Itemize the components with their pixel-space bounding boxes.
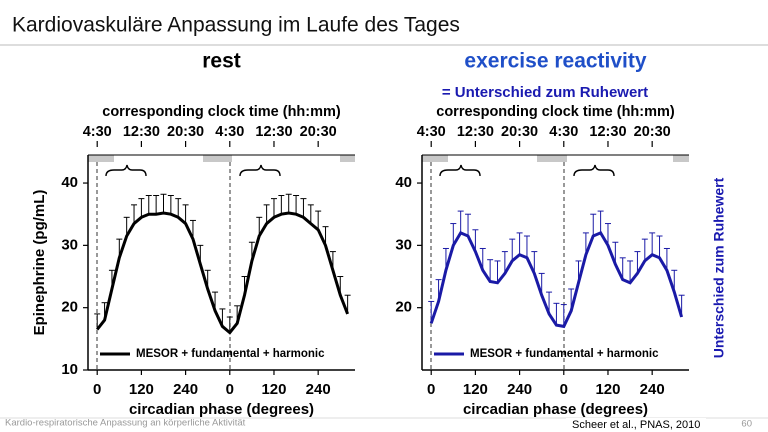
x-tick-label: 0 [560,381,568,398]
y-tick-label: 10 [61,361,78,378]
top-tick-label: 4:30 [417,124,446,140]
top-tick-label: 4:30 [215,124,244,140]
top-tick-label: 4:30 [83,124,112,140]
top-axis-label: corresponding clock time (hh:mm) [102,104,341,120]
top-tick-label: 20:30 [634,124,671,140]
annotation: Unterschied zum Ruhewert [711,177,727,358]
y-axis-label: Epinephrine (pg/mL) [31,190,48,336]
legend-label: MESOR + fundamental + harmonic [136,348,325,360]
x-tick-label: 240 [306,381,331,398]
brace [573,164,615,177]
chart-title: exercise reactivity [464,50,646,73]
x-tick-label: 240 [173,381,198,398]
series-line [429,231,684,329]
x-tick-label: 120 [129,381,154,398]
sleep-bars [88,155,689,162]
brace [105,164,147,177]
y-tick-label: 30 [395,236,412,253]
x-tick-label: 120 [261,381,286,398]
y-tick-label: 20 [395,299,412,316]
x-tick-label: 0 [427,381,435,398]
x-tick-label: 240 [507,381,532,398]
series-line [96,211,349,335]
x-axis-label: circadian phase (degrees) [129,401,314,418]
top-tick-label: 4:30 [549,124,578,140]
y-tick-label: 30 [61,236,78,253]
page-number: 60 [741,419,752,430]
top-tick-label: 12:30 [457,124,494,140]
sleep-bar [537,155,567,162]
top-tick-label: 12:30 [589,124,626,140]
x-tick-label: 120 [595,381,620,398]
braces [105,164,615,177]
sleep-bar [673,155,689,162]
sleep-bar [203,155,232,162]
top-tick-label: 12:30 [123,124,160,140]
sleep-bar [340,155,355,162]
slide-title: Kardiovaskuläre Anpassung im Laufe des T… [12,14,460,37]
legend-label: MESOR + fundamental + harmonic [470,348,659,360]
chart: exercise reactivity corresponding clock t… [395,50,689,418]
x-tick-label: 0 [93,381,101,398]
top-axis-label: corresponding clock time (hh:mm) [436,104,675,120]
chart-title: rest [202,50,241,73]
brace [239,164,281,177]
y-tick-label: 40 [61,174,78,191]
annotation: = Unterschied zum Ruhewert [442,84,648,101]
x-tick-label: 240 [640,381,665,398]
chart: rest corresponding clock time (hh:mm) circ… [31,50,355,418]
y-tick-label: 40 [395,174,412,191]
citation: Scheer et al., PNAS, 2010 [572,419,700,431]
x-tick-label: 0 [226,381,234,398]
footer-course: Kardio-respiratorische Anpassung an körp… [5,418,246,429]
sleep-bar [422,155,448,162]
sleep-bar [88,155,114,162]
top-tick-label: 20:30 [501,124,538,140]
brace [439,164,481,177]
y-tick-label: 20 [61,299,78,316]
x-tick-label: 120 [463,381,488,398]
citation-box [566,418,706,432]
top-tick-label: 20:30 [300,124,337,140]
top-tick-label: 20:30 [167,124,204,140]
top-tick-label: 12:30 [255,124,292,140]
x-axis-label: circadian phase (degrees) [463,401,648,418]
